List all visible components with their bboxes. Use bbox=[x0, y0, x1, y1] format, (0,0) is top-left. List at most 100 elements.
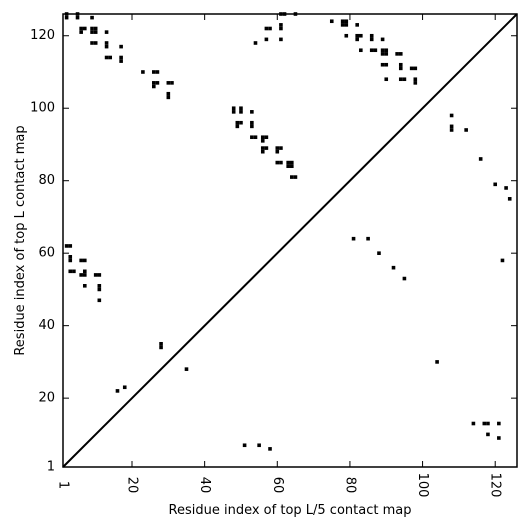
contact-cell-upper bbox=[104, 30, 109, 34]
contact-cell-upper bbox=[72, 269, 76, 274]
contact-cell-upper bbox=[279, 146, 283, 150]
contact-cell-upper bbox=[79, 273, 83, 277]
contact-cell-upper bbox=[398, 66, 403, 71]
contact-cell-upper bbox=[155, 81, 160, 85]
contact-cell-upper bbox=[93, 26, 98, 31]
contact-cell-upper bbox=[340, 23, 345, 27]
contact-cell-upper bbox=[82, 269, 87, 274]
contact-cell-upper bbox=[235, 124, 240, 129]
contact-cell-upper bbox=[264, 26, 269, 31]
contact-cell-upper bbox=[250, 110, 254, 114]
contact-cell-upper bbox=[275, 149, 280, 154]
contact-cell-upper bbox=[97, 284, 102, 288]
contact-cell-lower bbox=[268, 447, 272, 451]
contact-cell-upper bbox=[260, 139, 265, 143]
contact-cell-upper bbox=[97, 298, 102, 303]
contact-cell-upper bbox=[235, 120, 240, 125]
contact-cell-upper bbox=[264, 146, 269, 150]
contact-cell-upper bbox=[380, 37, 385, 42]
contact-cell-upper bbox=[253, 135, 258, 140]
x-tick-label: 1 bbox=[56, 481, 71, 489]
contact-cell-upper bbox=[286, 160, 290, 165]
contact-cell-upper bbox=[82, 284, 87, 288]
contact-cell-upper bbox=[119, 44, 123, 49]
x-tick-label: 60 bbox=[270, 477, 285, 494]
contact-cell-upper bbox=[119, 55, 123, 60]
contact-cell-lower bbox=[497, 421, 501, 426]
contact-cell-lower bbox=[402, 276, 407, 281]
contact-cell-upper bbox=[286, 164, 290, 169]
contact-cell-lower bbox=[507, 197, 512, 201]
x-tick-label: 40 bbox=[197, 477, 212, 494]
contact-cell-upper bbox=[250, 120, 254, 125]
contact-cell-lower bbox=[449, 124, 454, 129]
contact-cell-upper bbox=[264, 37, 269, 42]
y-tick-label: 120 bbox=[30, 28, 55, 43]
contact-cell-upper bbox=[290, 160, 294, 165]
contact-cells bbox=[64, 12, 512, 451]
contact-cell-upper bbox=[239, 120, 243, 125]
contact-cell-upper bbox=[166, 95, 171, 100]
contact-cell-lower bbox=[351, 236, 356, 241]
y-tick-label: 1 bbox=[47, 460, 55, 475]
contact-cell-upper bbox=[250, 124, 254, 129]
contact-cell-upper bbox=[260, 135, 265, 140]
contact-cell-upper bbox=[90, 30, 94, 34]
contact-cell-upper bbox=[231, 110, 236, 114]
contact-cell-upper bbox=[355, 33, 359, 38]
contact-cell-upper bbox=[279, 37, 283, 42]
contact-cell-upper bbox=[413, 77, 418, 82]
contact-cell-upper bbox=[75, 15, 80, 20]
contact-cell-lower bbox=[486, 432, 490, 437]
contact-cell-upper bbox=[344, 23, 349, 27]
plot-frame bbox=[62, 13, 518, 468]
contact-cell-upper bbox=[380, 62, 385, 67]
contact-cell-upper bbox=[413, 81, 418, 85]
contact-cell-upper bbox=[82, 273, 87, 277]
contact-cell-upper bbox=[97, 287, 102, 292]
contact-cell-upper bbox=[159, 341, 163, 346]
contact-cell-upper bbox=[355, 23, 359, 27]
contact-cell-upper bbox=[402, 77, 407, 82]
contact-cell-lower bbox=[449, 113, 454, 118]
contact-cell-upper bbox=[119, 59, 123, 63]
contact-cell-lower bbox=[435, 360, 439, 364]
contact-cell-upper bbox=[68, 255, 73, 259]
diagonal-line bbox=[62, 13, 518, 468]
contact-cell-upper bbox=[260, 146, 265, 150]
contact-cell-upper bbox=[239, 106, 243, 111]
contact-cell-upper bbox=[93, 273, 98, 277]
contact-cell-upper bbox=[398, 77, 403, 82]
contact-cell-lower bbox=[464, 128, 468, 132]
contact-cell-upper bbox=[122, 385, 127, 390]
contact-cell-upper bbox=[79, 30, 83, 34]
contact-cell-upper bbox=[384, 77, 389, 82]
contact-cell-upper bbox=[279, 26, 283, 31]
contact-cell-upper bbox=[359, 33, 363, 38]
contact-cell-upper bbox=[104, 55, 109, 60]
contact-cell-upper bbox=[166, 91, 171, 96]
contact-cell-upper bbox=[369, 37, 374, 42]
contact-cell-upper bbox=[355, 37, 359, 42]
contact-cell-lower bbox=[478, 157, 483, 161]
contact-cell-upper bbox=[184, 367, 189, 371]
contact-cell-upper bbox=[373, 48, 378, 53]
y-axis-label: Residue index of top L contact map bbox=[13, 125, 28, 355]
contact-cell-upper bbox=[369, 48, 374, 53]
contact-cell-lower bbox=[497, 436, 501, 440]
contact-cell-upper bbox=[380, 52, 385, 56]
contact-cell-upper bbox=[398, 52, 403, 56]
contact-cell-upper bbox=[166, 81, 171, 85]
contact-cell-upper bbox=[93, 30, 98, 34]
contact-cell-upper bbox=[90, 15, 94, 20]
y-tick-label: 100 bbox=[30, 101, 55, 116]
contact-cell-upper bbox=[279, 160, 283, 165]
contact-cell-upper bbox=[384, 48, 389, 53]
contact-cell-upper bbox=[82, 258, 87, 263]
contact-cell-upper bbox=[97, 273, 102, 277]
contact-cell-upper bbox=[68, 258, 73, 263]
contact-cell-upper bbox=[64, 244, 69, 248]
contact-cell-upper bbox=[104, 41, 109, 45]
contact-cell-lower bbox=[486, 421, 490, 426]
